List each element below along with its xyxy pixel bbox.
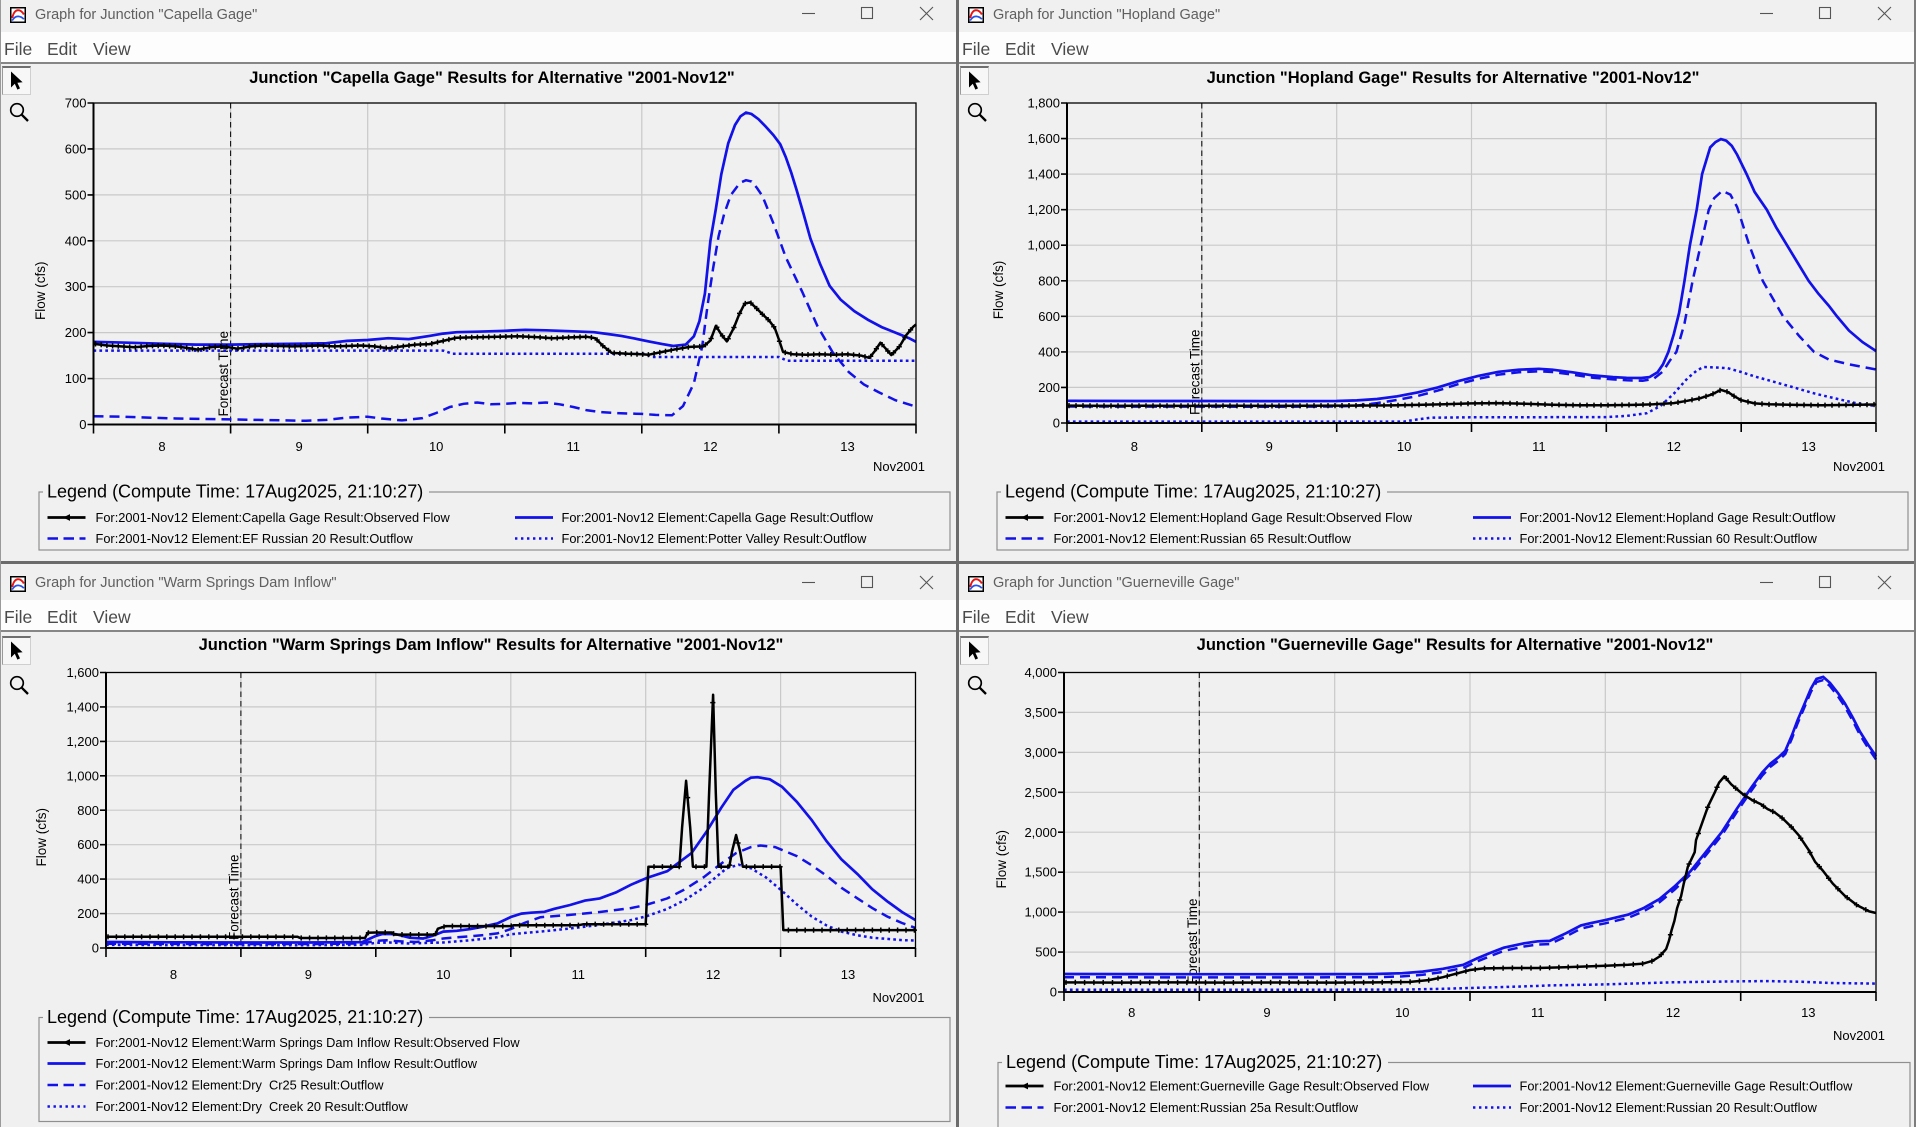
svg-text:100: 100 (65, 371, 87, 386)
svg-text:10: 10 (436, 967, 450, 982)
svg-text:Nov2001: Nov2001 (873, 459, 925, 474)
svg-text:600: 600 (65, 141, 87, 156)
svg-text:Nov2001: Nov2001 (1833, 1028, 1885, 1043)
svg-text:Flow (cfs): Flow (cfs) (34, 808, 49, 867)
svg-text:For:2001-Nov12 Element:Hopland: For:2001-Nov12 Element:Hopland Gage Resu… (1054, 510, 1413, 525)
svg-text:12: 12 (1666, 1005, 1680, 1020)
svg-text:8: 8 (1128, 1005, 1135, 1020)
svg-text:Junction "Warm Springs Dam Inf: Junction "Warm Springs Dam Inflow" Resul… (199, 636, 784, 654)
svg-text:Forecast Time: Forecast Time (216, 331, 231, 417)
svg-text:2,000: 2,000 (1024, 825, 1057, 840)
svg-text:2,500: 2,500 (1024, 785, 1057, 800)
svg-text:600: 600 (1038, 309, 1060, 324)
svg-text:Flow (cfs): Flow (cfs) (994, 830, 1009, 889)
svg-text:8: 8 (170, 967, 177, 982)
svg-text:9: 9 (1263, 1005, 1270, 1020)
svg-text:200: 200 (77, 906, 99, 921)
svg-text:For:2001-Nov12 Element:Russian: For:2001-Nov12 Element:Russian 60 Result… (1520, 531, 1818, 546)
svg-text:13: 13 (1801, 439, 1815, 454)
svg-text:600: 600 (77, 837, 99, 852)
svg-text:For:2001-Nov12 Element:Dry Cr: For:2001-Nov12 Element:Dry Cr25 Result:O… (96, 1078, 385, 1093)
svg-text:For:2001-Nov12 Element:Guernev: For:2001-Nov12 Element:Guerneville Gage … (1054, 1079, 1430, 1094)
svg-text:Nov2001: Nov2001 (1833, 459, 1885, 474)
svg-text:3,000: 3,000 (1024, 745, 1057, 760)
svg-text:For:2001-Nov12 Element:Russian: For:2001-Nov12 Element:Russian 20 Result… (1520, 1100, 1818, 1115)
svg-text:Flow (cfs): Flow (cfs) (33, 262, 48, 321)
svg-text:For:2001-Nov12 Element:Capella: For:2001-Nov12 Element:Capella Gage Resu… (562, 510, 874, 525)
svg-text:13: 13 (840, 439, 854, 454)
svg-text:8: 8 (1131, 439, 1138, 454)
svg-text:500: 500 (1035, 945, 1057, 960)
svg-text:9: 9 (1266, 439, 1273, 454)
svg-text:Nov2001: Nov2001 (872, 990, 924, 1005)
svg-text:400: 400 (77, 872, 99, 887)
svg-text:For:2001-Nov12 Element:EF Russ: For:2001-Nov12 Element:EF Russian 20 Res… (96, 531, 414, 546)
svg-text:Legend (Compute Time: 17Aug202: Legend (Compute Time: 17Aug2025, 21:10:2… (47, 482, 423, 502)
svg-text:11: 11 (571, 967, 585, 982)
svg-text:10: 10 (1395, 1005, 1409, 1020)
svg-text:500: 500 (65, 187, 87, 202)
svg-text:10: 10 (429, 439, 443, 454)
svg-text:For:2001-Nov12 Element:Warm Sp: For:2001-Nov12 Element:Warm Springs Dam … (96, 1056, 478, 1071)
svg-text:Legend (Compute Time: 17Aug202: Legend (Compute Time: 17Aug2025, 21:10:2… (47, 1007, 423, 1027)
svg-text:1,400: 1,400 (66, 699, 99, 714)
svg-text:13: 13 (841, 967, 855, 982)
svg-text:For:2001-Nov12 Element:Capella: For:2001-Nov12 Element:Capella Gage Resu… (96, 510, 451, 525)
svg-text:0: 0 (79, 417, 86, 432)
svg-text:Junction "Hopland Gage" Result: Junction "Hopland Gage" Results for Alte… (1207, 69, 1700, 87)
svg-text:12: 12 (703, 439, 717, 454)
svg-text:1,400: 1,400 (1027, 167, 1060, 182)
svg-text:1,800: 1,800 (1027, 96, 1060, 111)
svg-text:Forecast Time: Forecast Time (1185, 898, 1200, 984)
svg-text:Junction "Capella Gage" Result: Junction "Capella Gage" Results for Alte… (249, 69, 735, 87)
svg-text:8: 8 (158, 439, 165, 454)
svg-text:11: 11 (1532, 439, 1546, 454)
svg-text:Junction "Guerneville Gage" Re: Junction "Guerneville Gage" Results for … (1197, 636, 1714, 654)
svg-text:1,000: 1,000 (1027, 238, 1060, 253)
svg-text:For:2001-Nov12 Element:Warm Sp: For:2001-Nov12 Element:Warm Springs Dam … (96, 1035, 521, 1050)
svg-text:Forecast Time: Forecast Time (1187, 329, 1202, 415)
svg-text:For:2001-Nov12 Element:Potter: For:2001-Nov12 Element:Potter Valley Res… (562, 531, 868, 546)
svg-text:0: 0 (1053, 416, 1060, 431)
svg-text:300: 300 (65, 279, 87, 294)
svg-text:400: 400 (1038, 344, 1060, 359)
svg-text:Legend (Compute Time: 17Aug202: Legend (Compute Time: 17Aug2025, 21:10:2… (1005, 482, 1381, 502)
svg-text:For:2001-Nov12 Element:Russian: For:2001-Nov12 Element:Russian 65 Result… (1054, 531, 1352, 546)
svg-text:12: 12 (706, 967, 720, 982)
svg-text:For:2001-Nov12 Element:Russian: For:2001-Nov12 Element:Russian 25a Resul… (1054, 1100, 1359, 1115)
svg-text:12: 12 (1667, 439, 1681, 454)
svg-text:200: 200 (65, 325, 87, 340)
svg-text:4,000: 4,000 (1024, 665, 1057, 680)
svg-text:800: 800 (1038, 273, 1060, 288)
svg-text:9: 9 (295, 439, 302, 454)
svg-text:For:2001-Nov12 Element:Dry Cr: For:2001-Nov12 Element:Dry Creek 20 Resu… (96, 1099, 409, 1114)
svg-text:0: 0 (92, 941, 99, 956)
svg-text:10: 10 (1397, 439, 1411, 454)
svg-text:11: 11 (567, 439, 581, 454)
svg-text:400: 400 (65, 233, 87, 248)
svg-text:3,500: 3,500 (1024, 705, 1057, 720)
svg-text:1,000: 1,000 (1024, 905, 1057, 920)
svg-text:Legend (Compute Time: 17Aug202: Legend (Compute Time: 17Aug2025, 21:10:2… (1006, 1052, 1382, 1072)
svg-text:1,600: 1,600 (66, 665, 99, 680)
svg-text:Forecast Time: Forecast Time (226, 854, 241, 940)
svg-text:1,200: 1,200 (1027, 202, 1060, 217)
svg-text:9: 9 (305, 967, 312, 982)
svg-text:For:2001-Nov12 Element:Hopland: For:2001-Nov12 Element:Hopland Gage Resu… (1520, 510, 1837, 525)
svg-text:200: 200 (1038, 380, 1060, 395)
svg-text:0: 0 (1050, 985, 1057, 1000)
svg-text:700: 700 (65, 96, 87, 111)
svg-text:1,000: 1,000 (66, 768, 99, 783)
svg-text:1,500: 1,500 (1024, 865, 1057, 880)
svg-text:1,600: 1,600 (1027, 131, 1060, 146)
svg-text:11: 11 (1531, 1005, 1545, 1020)
svg-text:1,200: 1,200 (66, 734, 99, 749)
svg-text:800: 800 (77, 803, 99, 818)
svg-text:For:2001-Nov12 Element:Guernev: For:2001-Nov12 Element:Guerneville Gage … (1520, 1079, 1854, 1094)
svg-text:13: 13 (1801, 1005, 1815, 1020)
svg-text:Flow (cfs): Flow (cfs) (991, 261, 1006, 320)
